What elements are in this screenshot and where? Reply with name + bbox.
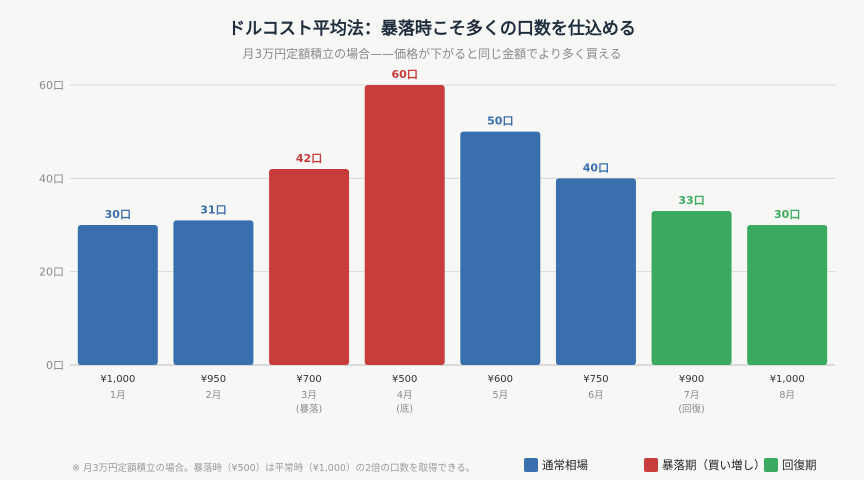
data-label: 40口 [583, 161, 609, 174]
data-label: 60口 [392, 68, 418, 81]
y-tick-label: 20口 [39, 266, 64, 279]
chart-subtitle: 月3万円定額積立の場合——価格が下がると同じ金額でより多く買える [242, 47, 622, 61]
x-tick-note: (暴落) [296, 403, 322, 415]
x-tick-month: 6月 [588, 390, 604, 401]
x-tick-price: ¥500 [392, 374, 417, 385]
x-tick-price: ¥950 [201, 374, 226, 385]
x-tick-price: ¥750 [583, 374, 608, 385]
x-tick-note: (底) [396, 403, 413, 415]
x-tick-month: 7月 [684, 390, 700, 401]
data-labels: 30口 31口 42口 60口 50口 40口 33口 30口 [105, 68, 801, 221]
legend-label-normal: 通常相場 [542, 458, 588, 472]
x-tick-month: 2月 [206, 390, 222, 401]
x-tick-month: 5月 [493, 390, 509, 401]
x-tick-note: (回復) [678, 403, 704, 415]
bar-1月 [77, 225, 158, 365]
x-tick-price: ¥1,000 [100, 374, 135, 385]
x-tick-month: 3月 [301, 390, 317, 401]
y-tick-label: 0口 [46, 359, 64, 372]
x-tick-month: 1月 [110, 390, 126, 401]
y-tick-label: 60口 [39, 79, 64, 92]
bar-8月 [747, 225, 828, 365]
x-axis-ticks: ¥1,000 1月 ¥950 2月 ¥700 3月 (暴落) ¥500 4月 (底) ¥600 5月 ¥… [100, 374, 804, 415]
x-tick-month: 8月 [779, 390, 795, 401]
footnote: ※ 月3万円定額積立の場合。暴落時（¥500）は平常時（¥1,000）の2倍の口… [72, 463, 476, 474]
bar-7月 [651, 211, 732, 365]
x-tick-price: ¥900 [679, 374, 704, 385]
bar-6月 [555, 178, 636, 365]
legend-label-recovery: 回復期 [782, 458, 817, 472]
bar-3月 [269, 169, 350, 365]
chart-title: ドルコスト平均法：暴落時こそ多くの口数を仕込める [228, 19, 636, 39]
bar-4月 [364, 85, 445, 365]
bars [77, 85, 828, 365]
x-tick-month: 4月 [397, 390, 413, 401]
data-label: 50口 [487, 115, 513, 128]
bar-5月 [460, 131, 541, 365]
x-tick-price: ¥700 [296, 374, 321, 385]
legend-swatch-crash [644, 458, 658, 472]
data-label: 33口 [678, 194, 704, 207]
bar-2月 [173, 220, 254, 365]
y-axis-ticks: 0口 20口 40口 60口 [39, 79, 64, 372]
y-tick-label: 40口 [39, 172, 64, 185]
data-label: 31口 [200, 203, 226, 216]
legend-label-crash: 暴落期（買い増し） [662, 458, 766, 472]
data-label: 30口 [105, 208, 131, 221]
data-label: 30口 [774, 208, 800, 221]
data-label: 42口 [296, 152, 322, 165]
x-tick-price: ¥600 [488, 374, 513, 385]
x-tick-price: ¥1,000 [770, 374, 805, 385]
legend-swatch-recovery [764, 458, 778, 472]
legend-swatch-normal [524, 458, 538, 472]
